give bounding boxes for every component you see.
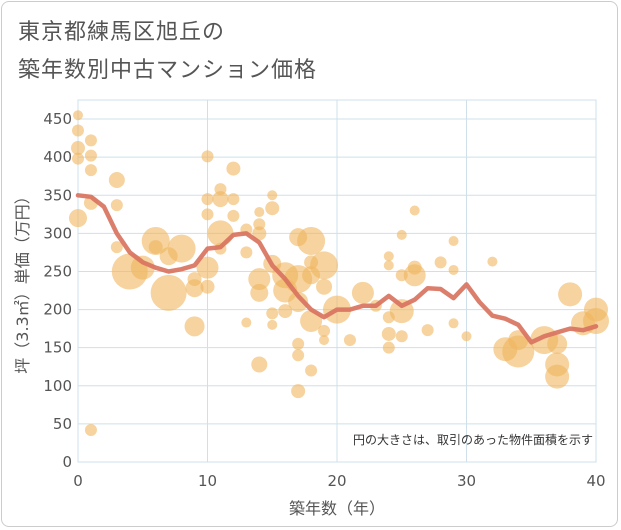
data-bubble — [267, 190, 278, 201]
data-bubble — [381, 326, 396, 341]
data-bubble — [184, 316, 205, 337]
data-bubble — [207, 220, 234, 247]
data-bubble — [248, 268, 271, 291]
data-bubble — [300, 310, 323, 333]
data-bubble — [448, 235, 459, 246]
data-bubble — [292, 337, 305, 350]
y-axis-label: 坪（3.3㎡）単価（万円） — [13, 188, 32, 373]
data-bubble — [409, 205, 420, 216]
trend-line-layer — [75, 193, 599, 345]
data-bubble — [396, 229, 407, 240]
data-bubble — [319, 335, 330, 346]
y-tick-label: 450 — [43, 110, 72, 128]
data-bubble — [226, 161, 241, 176]
data-bubble — [310, 251, 339, 280]
data-bubble — [558, 282, 583, 307]
data-bubble — [288, 291, 309, 312]
y-tick-label: 250 — [43, 262, 72, 280]
data-bubble — [351, 281, 374, 304]
y-tick-label: 100 — [43, 377, 72, 395]
data-bubble — [196, 256, 219, 279]
data-bubble — [108, 172, 125, 189]
avg-price-line — [75, 193, 599, 345]
y-tick-label: 350 — [43, 186, 72, 204]
data-bubble — [254, 207, 265, 218]
data-bubble — [69, 209, 87, 228]
data-bubble — [72, 124, 84, 137]
y-tick-label: 300 — [43, 224, 72, 242]
data-bubble — [395, 330, 408, 343]
data-bubble — [73, 110, 83, 121]
data-bubble — [200, 279, 215, 294]
data-bubble — [148, 240, 163, 255]
chart-title-line2: 築年数別中古マンション価格 — [18, 58, 318, 83]
data-bubble — [130, 255, 155, 280]
data-bubble — [187, 272, 202, 287]
y-tick-label: 50 — [53, 415, 72, 433]
tick-labels: 0 50 100 150 200 250 300 350 400 450 0 10 20 30 40 — [43, 110, 605, 490]
data-bubble — [278, 304, 293, 319]
data-bubble — [227, 193, 240, 206]
data-bubble — [297, 226, 326, 255]
data-bubble — [84, 134, 97, 147]
data-bubble — [343, 334, 356, 347]
data-bubble — [110, 241, 123, 254]
x-tick-label: 40 — [586, 472, 605, 490]
x-tick-label: 0 — [73, 472, 83, 490]
data-bubble — [84, 149, 97, 162]
data-bubble — [72, 152, 84, 165]
data-bubble — [547, 333, 568, 354]
data-bubble — [71, 141, 85, 156]
data-bubble — [266, 307, 279, 320]
y-tick-label: 150 — [43, 339, 72, 357]
data-bubble — [84, 164, 97, 177]
x-tick-label: 10 — [198, 472, 217, 490]
data-bubble — [383, 251, 394, 262]
data-bubble — [84, 423, 97, 436]
data-bubble — [448, 264, 459, 275]
data-bubble — [487, 256, 498, 267]
y-tick-label: 200 — [43, 301, 72, 319]
data-bubble — [150, 274, 187, 311]
data-bubble — [267, 319, 278, 330]
y-tick-label: 0 — [62, 453, 72, 471]
data-bubble — [250, 283, 269, 302]
chart-title-line1: 東京都練馬区旭丘の — [18, 20, 226, 45]
data-bubble — [201, 150, 214, 163]
data-bubble — [167, 234, 196, 263]
data-bubble — [305, 364, 318, 377]
data-bubble — [241, 317, 252, 328]
data-bubble — [251, 356, 268, 373]
data-bubble — [252, 226, 267, 241]
data-bubble — [110, 199, 123, 212]
data-bubble — [291, 384, 306, 399]
data-bubble — [545, 364, 570, 389]
data-bubble — [201, 208, 214, 221]
data-bubble — [318, 324, 331, 337]
data-bubble — [383, 260, 394, 271]
data-bubble — [403, 264, 426, 287]
data-bubble — [316, 278, 333, 295]
data-bubble — [265, 201, 280, 216]
data-bubble — [461, 331, 472, 342]
data-bubble — [212, 191, 229, 208]
data-bubble — [382, 341, 395, 354]
bubble-size-note: 円の大きさは、取引のあった物件面積を示す — [353, 432, 593, 447]
data-bubble — [292, 349, 305, 362]
data-bubble — [421, 324, 434, 337]
x-tick-label: 20 — [327, 472, 346, 490]
x-tick-label: 30 — [457, 472, 476, 490]
data-bubble — [434, 256, 447, 269]
data-bubble — [448, 318, 459, 329]
y-tick-label: 400 — [43, 148, 72, 166]
data-bubble — [201, 193, 214, 206]
data-bubble — [227, 209, 240, 222]
data-bubble — [240, 246, 253, 259]
x-axis-label: 築年数（年） — [289, 499, 385, 518]
